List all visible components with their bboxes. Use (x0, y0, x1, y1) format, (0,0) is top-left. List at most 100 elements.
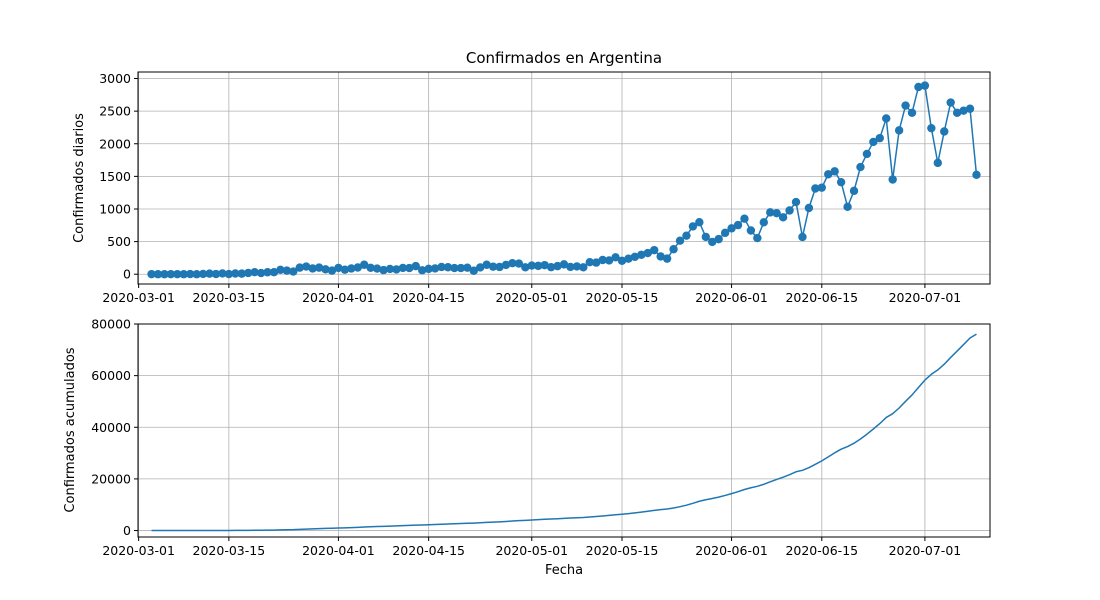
data-point (443, 263, 453, 272)
data-point (875, 133, 884, 143)
data-point (753, 233, 762, 243)
data-point (637, 250, 646, 259)
data-point (327, 266, 337, 275)
data-point (534, 261, 543, 271)
cumulative-chart-frame (137, 323, 991, 538)
data-point (849, 186, 859, 196)
y-tick-label: 60000 (91, 368, 131, 383)
data-point (469, 266, 478, 275)
data-point (463, 263, 472, 272)
data-point (566, 262, 575, 272)
data-point (630, 252, 640, 261)
data-point (514, 259, 524, 268)
data-point (527, 261, 536, 270)
data-point (398, 263, 408, 273)
data-point (675, 236, 685, 245)
data-point (869, 137, 878, 147)
daily-chart-y-axis: 0 500 1000 1500 2000 2500 3000 (99, 71, 138, 282)
x-tick-label: 2020-06-01 (695, 290, 768, 305)
cumulative-chart: 2020-03-01 2020-03-15 2020-04-01 2020-04-15… (63, 317, 991, 578)
data-point (295, 263, 304, 272)
data-point (256, 268, 266, 278)
data-point (366, 263, 375, 273)
data-point (882, 114, 891, 123)
data-point (501, 260, 511, 270)
data-point (250, 267, 259, 277)
y-tick-label: 3000 (99, 71, 131, 86)
data-point (817, 183, 826, 192)
data-point (611, 253, 620, 262)
data-point (173, 269, 182, 279)
cumulative-series-line (151, 333, 977, 532)
data-point (385, 264, 395, 274)
data-point (289, 267, 298, 276)
y-tick-label: 2000 (99, 136, 131, 151)
data-point (321, 265, 330, 274)
data-point (282, 266, 292, 275)
x-tick-label: 2020-03-01 (102, 290, 175, 305)
daily-chart-grid (138, 72, 990, 284)
data-point (907, 108, 917, 117)
cumulative-chart-grid (138, 323, 990, 537)
data-point (824, 170, 833, 179)
data-point (540, 260, 549, 270)
data-point (372, 264, 382, 273)
data-point (604, 256, 614, 265)
x-tick-label: 2020-04-01 (302, 543, 375, 558)
data-point (160, 270, 169, 279)
x-tick-label: 2020-05-01 (495, 543, 568, 558)
daily-chart: 2020-03-01 2020-03-15 2020-04-01 2020-04-15… (72, 49, 991, 305)
data-point (211, 269, 221, 279)
data-point (392, 265, 401, 274)
y-tick-label: 80000 (91, 317, 131, 332)
data-point (192, 270, 201, 279)
data-point (650, 245, 659, 255)
data-point (695, 218, 704, 227)
data-point (482, 260, 491, 269)
data-point (927, 123, 936, 133)
data-point (495, 262, 504, 272)
data-point (888, 175, 897, 184)
x-tick-label: 2020-06-15 (785, 543, 858, 558)
x-tick-label: 2020-03-15 (193, 290, 266, 305)
daily-y-axis-label: Confirmados diarios (72, 113, 87, 243)
data-point (579, 263, 588, 272)
data-point (746, 226, 756, 235)
data-point (418, 266, 427, 275)
y-tick-label: 40000 (91, 420, 131, 435)
y-tick-label: 0 (123, 267, 131, 282)
data-point (791, 197, 801, 207)
daily-series (147, 81, 981, 279)
data-point (334, 263, 343, 273)
data-point (572, 262, 582, 271)
data-point (340, 265, 350, 274)
data-point (669, 245, 678, 254)
data-point (766, 208, 775, 217)
data-point (798, 232, 807, 242)
data-point (450, 263, 459, 273)
daily-chart-x-axis: 2020-03-01 2020-03-15 2020-04-01 2020-04-15… (102, 284, 961, 305)
data-point (972, 170, 981, 179)
x-tick-label: 2020-03-15 (193, 543, 266, 558)
data-point (476, 263, 485, 272)
data-point (920, 81, 930, 90)
data-point (205, 269, 214, 278)
data-point (231, 269, 240, 278)
data-point (933, 158, 942, 168)
data-point (682, 231, 691, 240)
data-point (411, 261, 420, 271)
data-point (379, 265, 388, 275)
data-point (714, 234, 723, 244)
data-point (720, 228, 730, 238)
data-point (708, 237, 717, 247)
data-point (965, 104, 975, 113)
data-point (186, 269, 195, 279)
y-tick-label: 20000 (91, 471, 131, 486)
data-point (733, 220, 743, 230)
data-point (269, 267, 279, 277)
x-tick-label: 2020-05-01 (495, 290, 568, 305)
data-point (488, 262, 498, 271)
data-point (147, 269, 156, 279)
data-point (353, 263, 362, 272)
